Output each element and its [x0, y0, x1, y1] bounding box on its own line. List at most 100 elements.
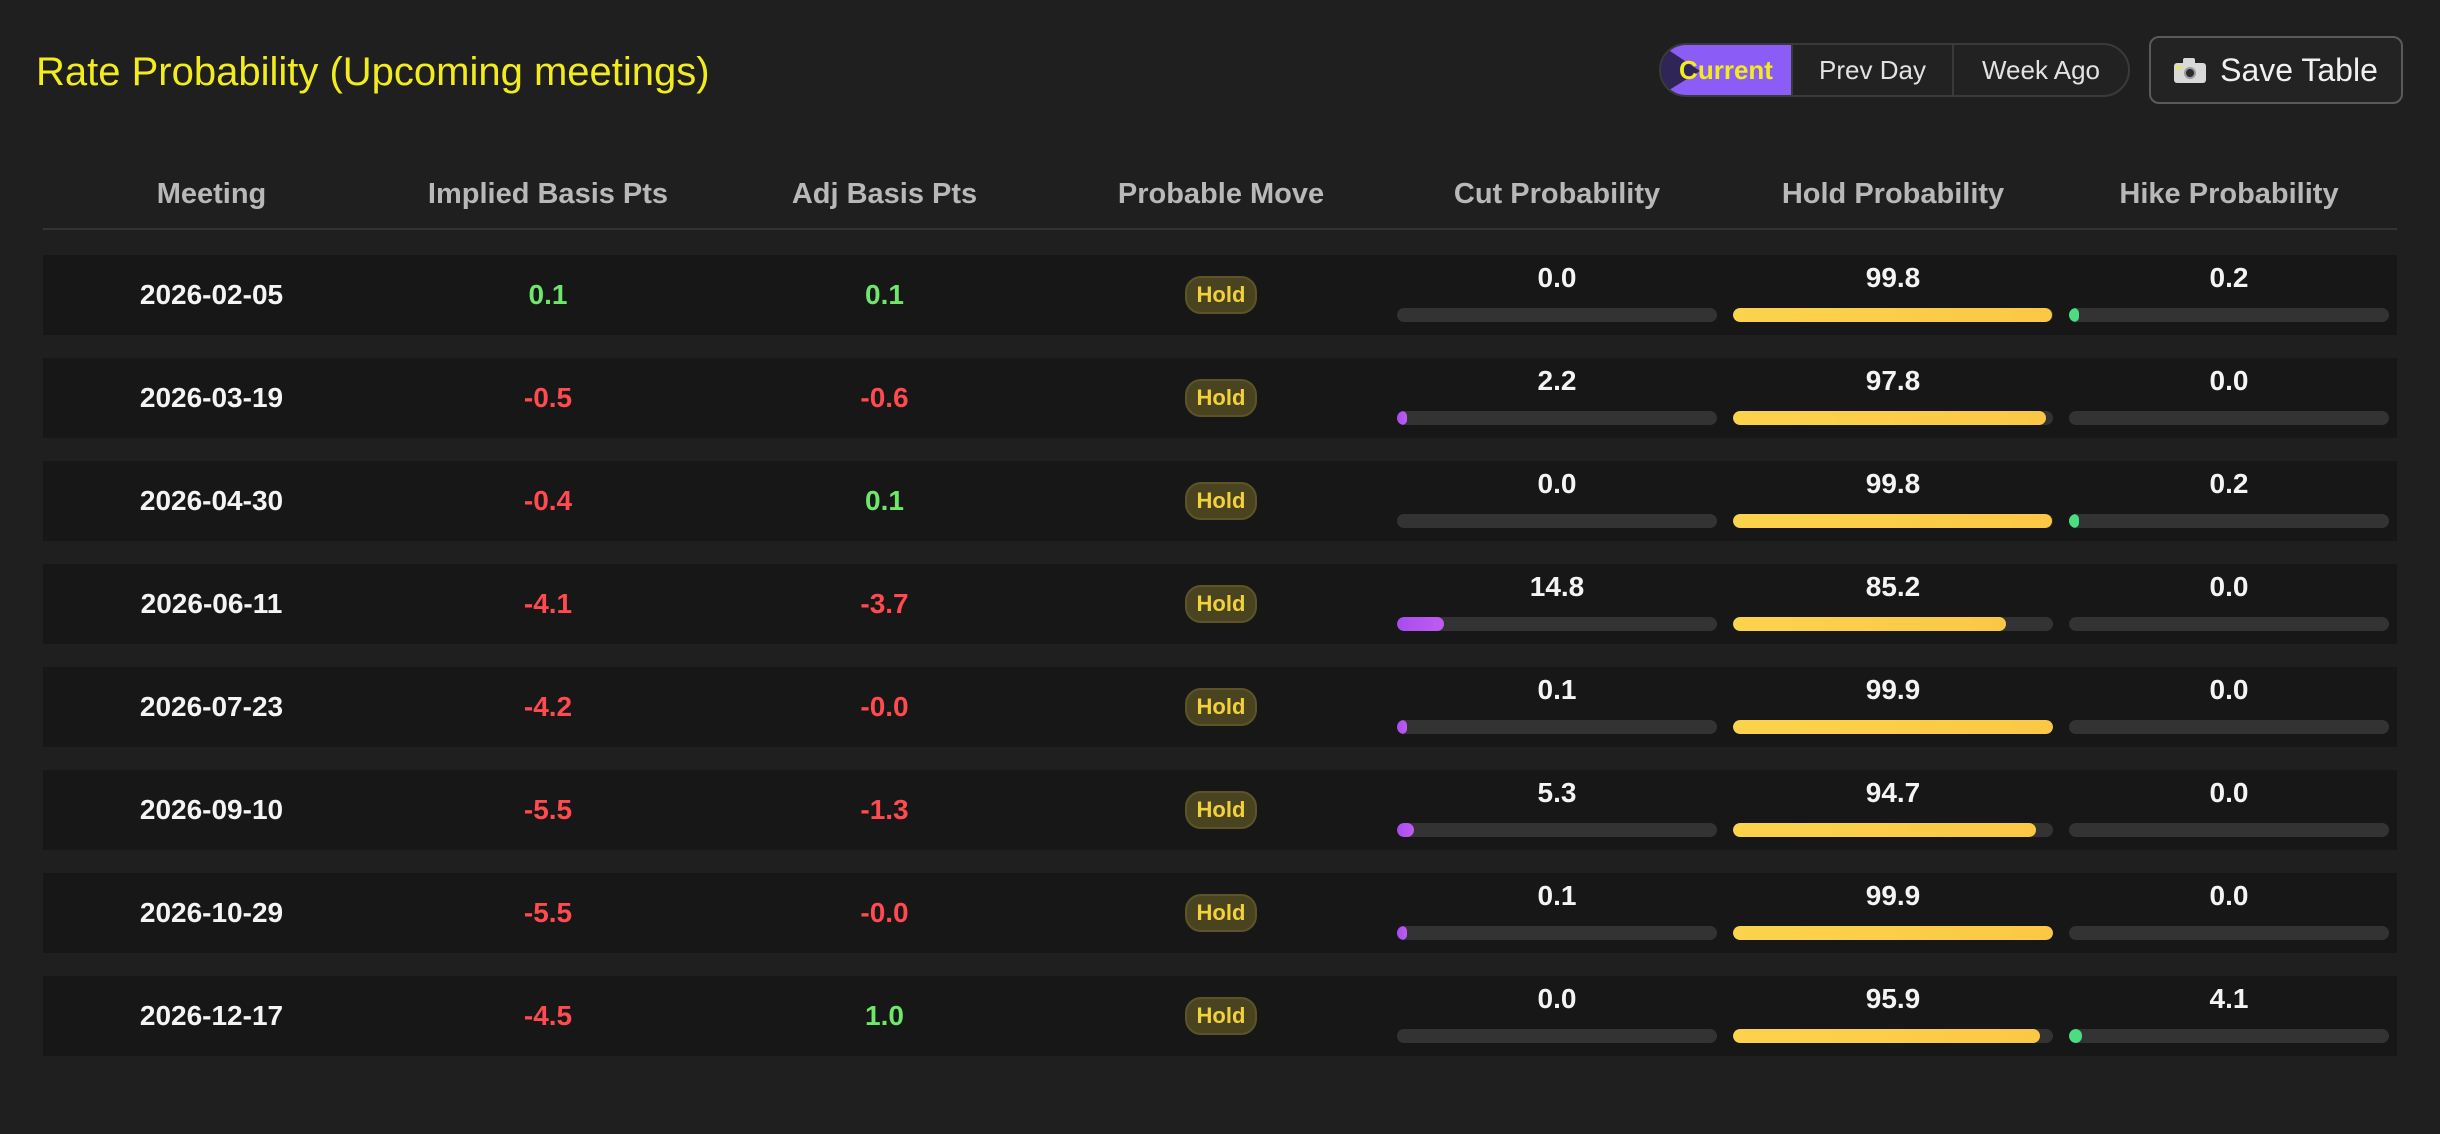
hold-probability-value: 99.9	[1865, 674, 1921, 705]
hike-probability-value: 4.1	[2209, 983, 2249, 1014]
table-row: 2026-12-17 -4.5 1.0 Hold 0.0 95.9 4.1	[43, 976, 2397, 1056]
adj-basis-pts: -1.3	[860, 794, 909, 825]
hike-probability-value: 0.0	[2209, 880, 2249, 911]
hold-probability-bar	[1733, 1029, 2040, 1043]
hike-probability-cell: 0.0	[2061, 880, 2397, 940]
cut-probability-value: 2.2	[1537, 365, 1577, 396]
toggle-prev-day[interactable]: Prev Day	[1791, 45, 1952, 95]
adj-basis-pts: -0.0	[860, 691, 909, 722]
implied-basis-pts: -5.5	[523, 794, 573, 825]
cut-probability-value: 5.3	[1537, 777, 1577, 808]
hold-probability-bar	[1733, 617, 2006, 631]
table-row: 2026-07-23 -4.2 -0.0 Hold 0.1 99.9 0.0	[43, 667, 2397, 747]
hold-probability-track	[1733, 514, 2053, 528]
table-row: 2026-03-19 -0.5 -0.6 Hold 2.2 97.8 0.0	[43, 358, 2397, 438]
adj-basis-pts: -3.7	[860, 588, 909, 619]
cut-probability-track	[1397, 720, 1717, 734]
cut-probability-value: 0.0	[1537, 983, 1577, 1014]
cut-probability-track	[1397, 617, 1717, 631]
hike-probability-track	[2069, 617, 2389, 631]
adj-basis-pts: 0.1	[865, 279, 904, 310]
toggle-current[interactable]: Current	[1661, 45, 1791, 95]
table-row: 2026-09-10 -5.5 -1.3 Hold 5.3 94.7 0.0	[43, 770, 2397, 850]
hike-probability-track	[2069, 1029, 2389, 1043]
hold-probability-bar	[1733, 514, 2053, 528]
hold-probability-value: 95.9	[1865, 983, 1921, 1014]
hold-probability-value: 94.7	[1865, 777, 1921, 808]
cut-probability-cell: 0.1	[1389, 674, 1725, 734]
col-adj-basis-pts: Adj Basis Pts	[791, 177, 978, 210]
hike-probability-value: 0.2	[2209, 262, 2249, 293]
hike-probability-bar	[2069, 1029, 2083, 1043]
hold-probability-cell: 99.9	[1725, 674, 2061, 734]
hike-probability-track	[2069, 514, 2389, 528]
cut-probability-bar	[1397, 617, 1445, 631]
cut-probability-track	[1397, 823, 1717, 837]
cut-probability-bar	[1397, 926, 1407, 940]
probable-move-badge: Hold	[1184, 482, 1258, 520]
meeting-date: 2026-10-29	[139, 897, 284, 928]
cut-probability-track	[1397, 514, 1717, 528]
cut-probability-track	[1397, 308, 1717, 322]
meeting-date: 2026-12-17	[139, 1000, 284, 1031]
cut-probability-track	[1397, 411, 1717, 425]
cut-probability-bar	[1397, 823, 1414, 837]
implied-basis-pts: -0.4	[523, 485, 573, 516]
cut-probability-value: 0.0	[1537, 262, 1577, 293]
hold-probability-value: 97.8	[1865, 365, 1921, 396]
probable-move-badge: Hold	[1184, 791, 1258, 829]
toggle-week-ago[interactable]: Week Ago	[1952, 45, 2128, 95]
hold-probability-track	[1733, 411, 2053, 425]
col-probable-move: Probable Move	[1117, 177, 1325, 210]
save-table-label: Save Table	[2220, 51, 2378, 88]
implied-basis-pts: -4.1	[523, 588, 573, 619]
hike-probability-track	[2069, 308, 2389, 322]
hike-probability-cell: 4.1	[2061, 983, 2397, 1043]
hold-probability-cell: 99.9	[1725, 880, 2061, 940]
hike-probability-track	[2069, 926, 2389, 940]
probable-move-badge: Hold	[1184, 894, 1258, 932]
col-implied-basis-pts: Implied Basis Pts	[427, 177, 669, 210]
meeting-date: 2026-03-19	[139, 382, 284, 413]
hike-probability-value: 0.0	[2209, 365, 2249, 396]
hike-probability-track	[2069, 823, 2389, 837]
hold-probability-track	[1733, 720, 2053, 734]
probable-move-badge: Hold	[1184, 276, 1258, 314]
cut-probability-bar	[1397, 411, 1407, 425]
table-body: 2026-02-05 0.1 0.1 Hold 0.0 99.8 0.2 202…	[43, 255, 2397, 1056]
hold-probability-track	[1733, 1029, 2053, 1043]
cut-probability-value: 0.1	[1537, 674, 1577, 705]
cut-probability-track	[1397, 926, 1717, 940]
hold-probability-cell: 94.7	[1725, 777, 2061, 837]
hike-probability-cell: 0.0	[2061, 674, 2397, 734]
cut-probability-track	[1397, 1029, 1717, 1043]
col-hold-probability: Hold Probability	[1781, 177, 2005, 210]
cut-probability-cell: 0.1	[1389, 880, 1725, 940]
hold-probability-cell: 99.8	[1725, 262, 2061, 322]
hold-probability-bar	[1733, 823, 2037, 837]
save-table-button[interactable]: Save Table	[2149, 36, 2403, 104]
col-meeting: Meeting	[156, 177, 267, 210]
hold-probability-value: 99.8	[1865, 468, 1921, 499]
probable-move-badge: Hold	[1184, 585, 1258, 623]
probability-table: Meeting Implied Basis Pts Adj Basis Pts …	[43, 160, 2397, 1056]
hold-probability-bar	[1733, 308, 2053, 322]
hike-probability-bar	[2069, 514, 2079, 528]
cut-probability-bar	[1397, 720, 1407, 734]
meeting-date: 2026-06-11	[140, 588, 283, 619]
table-row: 2026-10-29 -5.5 -0.0 Hold 0.1 99.9 0.0	[43, 873, 2397, 953]
implied-basis-pts: -4.5	[523, 1000, 573, 1031]
period-toggle[interactable]: Current Prev Day Week Ago	[1659, 43, 2130, 97]
adj-basis-pts: 0.1	[865, 485, 904, 516]
hold-probability-track	[1733, 308, 2053, 322]
camera-icon	[2174, 57, 2207, 83]
cut-probability-cell: 0.0	[1389, 468, 1725, 528]
probable-move-badge: Hold	[1184, 379, 1258, 417]
adj-basis-pts: 1.0	[865, 1000, 904, 1031]
implied-basis-pts: -4.2	[523, 691, 573, 722]
col-cut-probability: Cut Probability	[1453, 177, 1661, 210]
hold-probability-value: 99.8	[1865, 262, 1921, 293]
hold-probability-track	[1733, 617, 2053, 631]
hold-probability-track	[1733, 823, 2053, 837]
hike-probability-cell: 0.0	[2061, 777, 2397, 837]
